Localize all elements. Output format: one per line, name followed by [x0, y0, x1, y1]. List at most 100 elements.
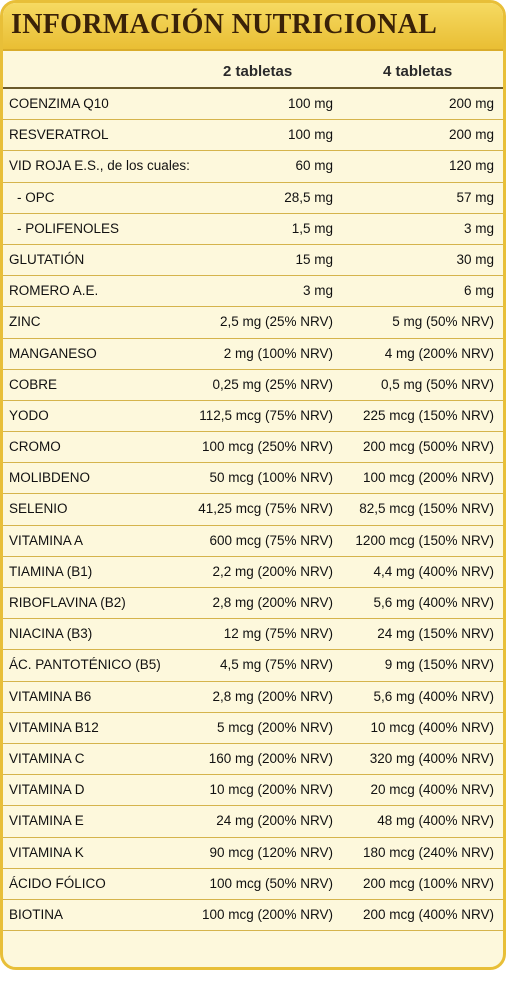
value-2-tablets: 15 mg	[295, 251, 333, 267]
table-row: MOLIBDENO 50 mcg (100% NRV) 100 mcg (200% …	[3, 463, 503, 495]
value-4-tablets: 120 mg	[448, 158, 494, 174]
nutrient-name: VITAMINA D	[9, 782, 85, 798]
nutrient-name: MANGANESO	[9, 345, 97, 361]
table-row: COENZIMA Q10 100 mg 200 mg	[3, 89, 503, 121]
nutrient-name: ROMERO A.E.	[9, 283, 99, 299]
title-bar: INFORMACIÓN NUTRICIONAL	[3, 3, 503, 51]
value-2-tablets: 2,2 mg (200% NRV)	[212, 563, 333, 579]
value-2-tablets: 4,5 mg (75% NRV)	[219, 657, 333, 673]
value-4-tablets: 320 mg (400% NRV)	[369, 750, 494, 766]
value-2-tablets: 41,25 mcg (75% NRV)	[198, 501, 333, 517]
value-4-tablets: 200 mg	[448, 96, 494, 111]
page-title: INFORMACIÓN NUTRICIONAL	[11, 9, 438, 40]
table-row: ZINC 2,5 mg (25% NRV) 5 mg (50% NRV)	[3, 307, 503, 339]
table-row: COBRE 0,25 mg (25% NRV) 0,5 mg (50% NRV)	[3, 370, 503, 401]
value-2-tablets: 100 mcg (200% NRV)	[201, 906, 333, 922]
value-4-tablets: 1200 mcg (150% NRV)	[355, 532, 494, 548]
table-body: COENZIMA Q10 100 mg 200 mg RESVERATROL 100 m…	[3, 89, 503, 932]
value-2-tablets: 28,5 mg	[284, 189, 333, 205]
nutrient-name: ÁCIDO FÓLICO	[9, 875, 106, 891]
nutrient-name: BIOTINA	[9, 906, 64, 922]
value-4-tablets: 3 mg	[463, 220, 494, 236]
table-row: YODO 112,5 mcg (75% NRV) 225 mcg (150% NRV…	[3, 401, 503, 433]
value-2-tablets: 100 mg	[287, 96, 333, 111]
value-2-tablets: 3 mg	[302, 283, 333, 299]
table-row: - POLIFENOLES 1,5 mg 3 mg	[3, 214, 503, 245]
value-4-tablets: 24 mg (150% NRV)	[377, 626, 494, 642]
table-row: VITAMINA E 24 mg (200% NRV) 48 mg (400% NR…	[3, 806, 503, 838]
table-row: VITAMINA B12 5 mcg (200% NRV) 10 mcg (400%…	[3, 713, 503, 744]
nutrient-name: - POLIFENOLES	[17, 220, 120, 236]
table-row: ÁC. PANTOTÉNICO (B5) 4,5 mg (75% NRV) 9 mg…	[3, 650, 503, 682]
value-2-tablets: 112,5 mcg (75% NRV)	[199, 407, 333, 423]
value-2-tablets: 600 mcg (75% NRV)	[209, 532, 333, 548]
table-row: ROMERO A.E. 3 mg 6 mg	[3, 276, 503, 308]
column-header-4-tablets: 4 tabletas	[383, 63, 453, 80]
value-2-tablets: 100 mg	[287, 127, 333, 143]
value-2-tablets: 24 mg (200% NRV)	[216, 813, 333, 829]
table-row: VITAMINA A 600 mcg (75% NRV) 1200 mcg (150…	[3, 526, 503, 557]
value-4-tablets: 200 mg	[448, 127, 494, 143]
nutrient-name: COBRE	[9, 376, 58, 392]
value-2-tablets: 2,8 mg (200% NRV)	[212, 688, 333, 704]
value-4-tablets: 5,6 mg (400% NRV)	[373, 595, 494, 610]
value-2-tablets: 60 mg	[295, 158, 333, 174]
table-row: VITAMINA C 160 mg (200% NRV) 320 mg (400% …	[3, 744, 503, 776]
value-4-tablets: 30 mg	[456, 251, 494, 267]
value-4-tablets: 200 mcg (500% NRV)	[362, 439, 494, 455]
table-row: RIBOFLAVINA (B2) 2,8 mg (200% NRV) 5,6 mg …	[3, 588, 503, 620]
value-4-tablets: 82,5 mcg (150% NRV)	[359, 501, 494, 517]
value-2-tablets: 50 mcg (100% NRV)	[209, 470, 333, 486]
table-row: RESVERATROL 100 mg 200 mg	[3, 120, 503, 152]
nutrient-name: ÁC. PANTOTÉNICO (B5)	[9, 657, 161, 673]
value-2-tablets: 90 mcg (120% NRV)	[209, 844, 333, 860]
table-row: NIACINA (B3) 12 mg (75% NRV) 24 mg (150% N…	[3, 619, 503, 651]
table-row: SELENIO 41,25 mcg (75% NRV) 82,5 mcg (150%…	[3, 494, 503, 526]
value-4-tablets: 225 mcg (150% NRV)	[362, 407, 494, 423]
value-2-tablets: 12 mg (75% NRV)	[223, 626, 333, 642]
value-2-tablets: 5 mcg (200% NRV)	[216, 719, 333, 735]
nutrient-name: RIBOFLAVINA (B2)	[9, 595, 126, 610]
value-2-tablets: 2,5 mg (25% NRV)	[219, 314, 333, 330]
nutrient-name: MOLIBDENO	[9, 470, 91, 486]
value-4-tablets: 6 mg	[463, 283, 494, 299]
value-2-tablets: 2 mg (100% NRV)	[223, 345, 333, 361]
nutrient-name: VITAMINA C	[9, 750, 85, 766]
table-row: - OPC 28,5 mg 57 mg	[3, 183, 503, 214]
value-4-tablets: 5,6 mg (400% NRV)	[373, 688, 494, 704]
table-row: BIOTINA 100 mcg (200% NRV) 200 mcg (400% N…	[3, 900, 503, 932]
value-4-tablets: 10 mcg (400% NRV)	[370, 719, 494, 735]
table-row: VITAMINA B6 2,8 mg (200% NRV) 5,6 mg (400%…	[3, 682, 503, 713]
table-header: 2 tabletas 4 tabletas	[3, 51, 503, 89]
value-2-tablets: 100 mcg (50% NRV)	[209, 875, 333, 891]
nutrient-name: YODO	[9, 407, 49, 423]
table-row: TIAMINA (B1) 2,2 mg (200% NRV) 4,4 mg (400…	[3, 557, 503, 588]
nutrient-name: COENZIMA Q10	[9, 96, 109, 111]
nutrient-name: SELENIO	[9, 501, 68, 517]
value-4-tablets: 9 mg (150% NRV)	[384, 657, 494, 673]
nutrition-table: 2 tabletas 4 tabletas COENZIMA Q10 100 mg…	[3, 51, 503, 932]
value-4-tablets: 48 mg (400% NRV)	[377, 813, 494, 829]
value-4-tablets: 5 mg (50% NRV)	[392, 314, 494, 330]
value-4-tablets: 200 mcg (100% NRV)	[362, 875, 494, 891]
nutrient-name: VITAMINA A	[9, 532, 84, 548]
nutrient-name: VITAMINA B12	[9, 719, 99, 735]
value-2-tablets: 100 mcg (250% NRV)	[201, 439, 333, 455]
value-2-tablets: 1,5 mg	[291, 220, 333, 236]
nutrient-name: VITAMINA E	[9, 813, 84, 829]
value-4-tablets: 180 mcg (240% NRV)	[362, 844, 494, 860]
value-4-tablets: 0,5 mg (50% NRV)	[380, 376, 494, 392]
table-row: VITAMINA D 10 mcg (200% NRV) 20 mcg (400% …	[3, 775, 503, 807]
value-2-tablets: 160 mg (200% NRV)	[208, 750, 333, 766]
nutrient-name: VITAMINA B6	[9, 688, 92, 704]
nutrient-name: CROMO	[9, 439, 61, 455]
table-row: CROMO 100 mcg (250% NRV) 200 mcg (500% NRV…	[3, 432, 503, 464]
nutrient-name: VITAMINA K	[9, 844, 84, 860]
nutrient-name: VID ROJA E.S., de los cuales:	[9, 158, 190, 174]
value-2-tablets: 10 mcg (200% NRV)	[209, 782, 333, 798]
value-4-tablets: 57 mg	[456, 189, 494, 205]
column-header-2-tablets: 2 tabletas	[223, 63, 293, 80]
value-4-tablets: 20 mcg (400% NRV)	[370, 782, 494, 798]
nutrient-name: - OPC	[17, 189, 55, 205]
